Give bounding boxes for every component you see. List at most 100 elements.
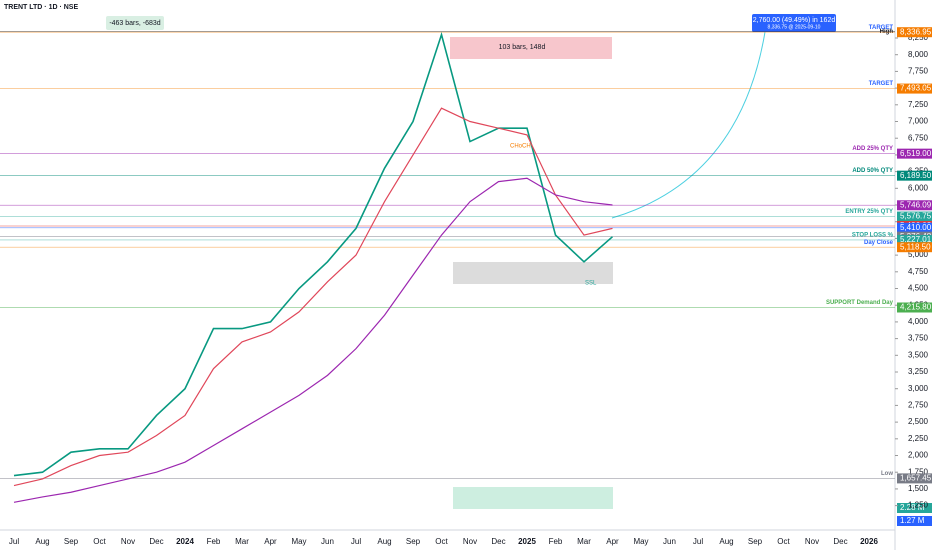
x-tick-label: Sep [406,537,421,546]
chart-title: TRENT LTD · 1D · NSE [4,4,78,11]
y-tick-label: 5,000 [908,250,929,259]
x-tick-label: Oct [777,537,790,546]
x-tick-label: Jun [663,537,676,546]
level-label: Day Close [864,240,894,246]
volume-badge [897,516,932,526]
annotation: 2,760.00 (49.49%) in 162d [753,17,836,24]
badge [106,16,164,30]
y-tick-label: 2,500 [908,417,929,426]
y-tick-label: 6,750 [908,133,929,142]
y-tick-label: 8,000 [908,50,929,59]
x-tick-label: Jul [693,537,703,546]
level-label: STOP LOSS % [852,233,894,239]
x-tick-label: Nov [805,537,819,546]
price-badge [897,83,932,94]
y-tick-label: 7,750 [908,67,929,76]
x-tick-label: Jul [9,537,19,546]
y-tick-label: 2,000 [908,451,929,460]
y-tick-label: 3,000 [908,384,929,393]
x-tick-label: Sep [748,537,763,546]
x-tick-label: Mar [235,537,249,546]
annotation: 103 bars, 148d [499,44,546,51]
x-tick-label: Apr [606,537,619,546]
x-tick-label: 2026 [860,537,878,546]
y-tick-label: 4,500 [908,284,929,293]
price-label: 5,410.00 [900,223,932,232]
price-badge [897,200,932,211]
price-badge [897,242,932,253]
price-badge [897,170,932,181]
annotation: CHoCH [510,144,531,150]
price-badge [897,211,932,222]
y-tick-label: 3,500 [908,350,929,359]
y-tick-label: 4,000 [908,317,929,326]
y-tick-label: 1,500 [908,484,929,493]
price-label: 6,189.50 [900,171,932,180]
x-tick-label: May [291,537,306,546]
price-label: 5,576.75 [900,212,932,221]
x-tick-label: May [633,537,648,546]
demand-box [453,487,613,509]
y-tick-label: 7,000 [908,117,929,126]
price-badge [897,473,932,484]
x-tick-label: Aug [377,537,391,546]
x-tick-label: Mar [577,537,591,546]
x-tick-label: 2024 [176,537,194,546]
price-label: 5,227.01 [900,235,932,244]
level-label: ADD 25% QTY [852,146,893,152]
y-tick-label: 2,250 [908,434,929,443]
x-tick-label: Aug [719,537,733,546]
level-label: TARGET [869,81,894,87]
series-line [13,177,613,503]
volume-label: 1.27 M [900,516,925,525]
x-tick-label: Nov [121,537,135,546]
price-label: 1,657.45 [900,474,932,483]
x-tick-label: Oct [93,537,106,546]
level-label: TARGET [869,25,894,31]
price-label: 4,215.80 [900,303,932,312]
y-tick-label: 2,750 [908,401,929,410]
level-label: Low [881,471,893,477]
x-tick-label: 2025 [518,537,536,546]
y-tick-label: 3,750 [908,334,929,343]
price-label: 5,118.50 [900,242,931,251]
price-label: 8,336.95 [900,27,932,36]
price-badge [897,302,932,313]
y-tick-label: 1,250 [908,501,929,510]
level-label: SUPPORT Demand Day [826,300,894,306]
badge [752,14,836,32]
y-tick-label: 1,750 [908,467,929,476]
x-tick-label: Aug [35,537,49,546]
x-tick-label: Feb [549,537,563,546]
y-tick-label: 3,250 [908,367,929,376]
volume-label: 2.28 M [900,503,925,512]
x-tick-label: Nov [463,537,477,546]
price-badge [897,234,932,245]
x-tick-label: Dec [833,537,847,546]
price-badge [897,148,932,159]
y-tick-label: 6,000 [908,183,929,192]
x-tick-label: Apr [264,537,277,546]
projection-arc [611,31,766,219]
price-label: 5,746.09 [900,200,932,209]
y-tick-label: 8,250 [908,33,929,42]
price-label: 6,519.00 [900,149,932,158]
x-tick-label: Dec [149,537,163,546]
annotation: SSL [585,281,597,287]
y-tick-label: 7,250 [908,100,929,109]
x-tick-label: Sep [64,537,79,546]
x-tick-label: Jun [321,537,334,546]
range-box [450,37,612,59]
liquidity-box [453,262,613,284]
x-tick-label: Jul [351,537,361,546]
y-tick-label: 4,750 [908,267,929,276]
price-label: 7,493.05 [900,84,932,93]
price-badge [897,222,932,233]
series-line [13,107,613,487]
level-label: ENTRY 25% QTY [845,209,893,215]
annotation: -463 bars, -683d [109,20,160,27]
price-badge [897,27,932,38]
x-tick-label: Dec [491,537,505,546]
series-line [13,31,614,477]
